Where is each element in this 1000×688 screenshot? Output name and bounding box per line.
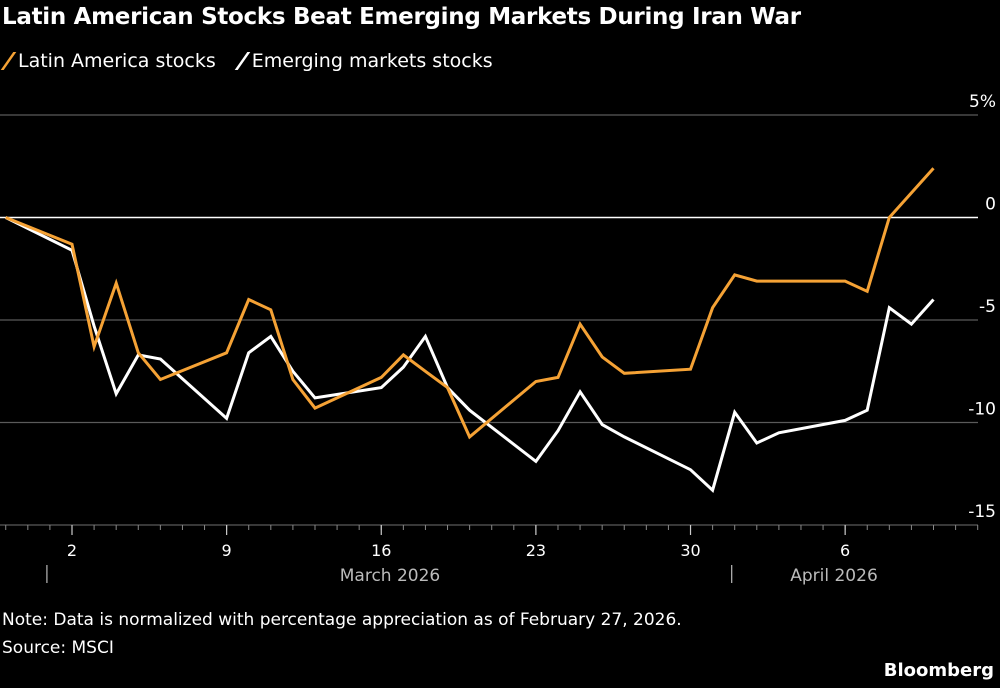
y-tick-label: -15 [968,502,996,522]
y-tick-label: -10 [968,400,996,420]
x-tick-label: 6 [840,541,850,560]
series-line-em [5,216,935,493]
legend: Latin America stocks Emerging markets st… [0,50,493,72]
x-tick-label: 2 [67,541,77,560]
x-tick-label: 23 [526,541,546,560]
x-tick-label: 9 [222,541,232,560]
chart-source: Source: MSCI [2,638,114,658]
series-line-latam [5,167,935,440]
bloomberg-logo: Bloomberg [883,660,994,681]
y-tick-label: -5 [979,297,996,317]
y-tick-label: 0 [985,195,996,215]
chart-title: Latin American Stocks Beat Emerging Mark… [2,4,801,30]
legend-label-em: Emerging markets stocks [251,50,493,72]
y-tick-label: 5% [969,92,996,112]
x-tick-label: 16 [371,541,391,560]
month-label: April 2026 [790,566,878,586]
legend-item-em: Emerging markets stocks [234,50,493,72]
month-label: March 2026 [340,566,441,586]
legend-item-latam: Latin America stocks [0,50,216,72]
chart-note: Note: Data is normalized with percentage… [2,610,682,630]
line-chart: 5% 0 -5 -10 -15 2 9 16 23 30 6 March 2026 April 2026 [0,92,996,586]
legend-label-latam: Latin America stocks [18,50,216,72]
x-tick-label: 30 [680,541,700,560]
